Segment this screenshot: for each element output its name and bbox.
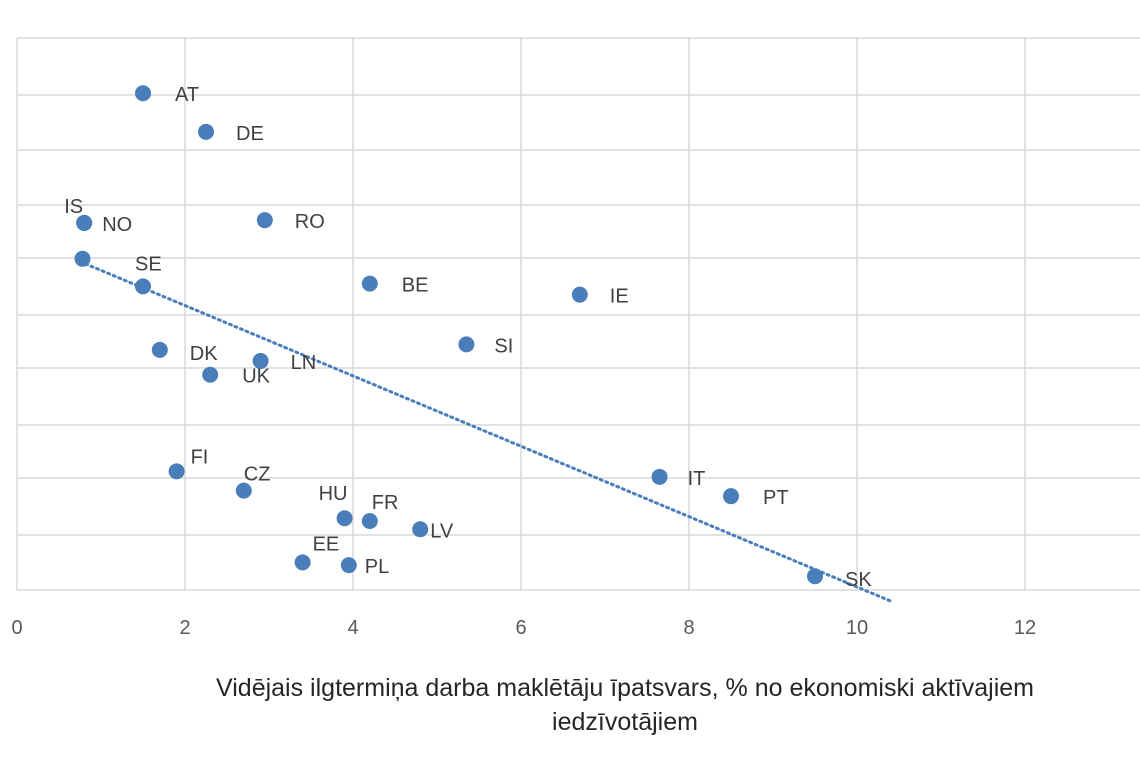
point-label: SK: [845, 569, 872, 591]
data-point: [235, 482, 252, 499]
point-label: LN: [291, 352, 317, 374]
scatter-chart: AT DE IS NO RO SE BE IE SI DK LN UK FI CZ IT PT HU FR LV EE…: [11, 37, 1140, 639]
data-point: [361, 513, 378, 529]
data-point: [135, 278, 151, 295]
data-point: [135, 85, 151, 102]
x-tick-label: 0: [11, 617, 22, 639]
x-axis-title-line2: iedzīvotājiem: [552, 708, 698, 736]
x-tick-label: 4: [347, 617, 358, 639]
data-point: [252, 352, 269, 369]
x-tick-label: 12: [1014, 617, 1036, 639]
data-point: [340, 557, 357, 574]
data-point: [202, 366, 219, 383]
data-point: [361, 275, 378, 292]
x-tick-label: 10: [846, 617, 868, 639]
x-axis-ticks: 0 2 4 6 8 10 12: [11, 617, 1036, 639]
point-label: RO: [295, 211, 325, 233]
point-label: CZ: [244, 464, 271, 486]
point-label: PL: [365, 556, 389, 578]
data-point: [74, 250, 91, 267]
data-point: [336, 510, 353, 527]
point-label: UK: [242, 366, 270, 388]
data-point: [198, 123, 214, 140]
point-label: FI: [191, 446, 209, 468]
point-label: IE: [610, 286, 629, 308]
point-labels: AT DE IS NO RO SE BE IE SI DK LN UK FI CZ IT PT HU FR LV EE…: [64, 84, 872, 591]
point-label: NO: [102, 214, 132, 236]
data-point: [723, 488, 739, 505]
point-label: DE: [236, 123, 264, 145]
data-point: [76, 214, 93, 231]
data-point: [651, 468, 668, 485]
point-label: EE: [313, 533, 340, 555]
trendline-group: [78, 260, 893, 603]
point-label: PT: [763, 487, 789, 509]
data-point: [256, 212, 273, 229]
data-point: [412, 521, 429, 538]
point-label: IS: [64, 196, 83, 218]
point-label: HU: [319, 483, 348, 505]
point-label: FR: [372, 492, 399, 514]
point-label: SI: [494, 335, 513, 357]
x-tick-label: 8: [683, 617, 694, 639]
x-tick-label: 6: [515, 617, 526, 639]
data-points: [74, 85, 823, 585]
x-tick-label: 2: [179, 617, 190, 639]
data-point: [294, 554, 311, 571]
data-point: [571, 286, 588, 303]
trendline: [78, 260, 893, 603]
point-label: IT: [688, 468, 706, 490]
data-point: [168, 463, 185, 480]
point-label: DK: [190, 343, 218, 365]
gridlines: [16, 37, 1140, 591]
point-label: LV: [430, 520, 454, 542]
data-point: [151, 341, 168, 358]
data-point: [458, 336, 475, 353]
x-axis-title-line1: Vidējais ilgtermiņa darba maklētāju īpat…: [216, 674, 1034, 702]
data-point: [807, 568, 823, 585]
point-label: SE: [135, 253, 162, 275]
point-label: BE: [402, 275, 429, 297]
point-label: AT: [175, 84, 199, 106]
